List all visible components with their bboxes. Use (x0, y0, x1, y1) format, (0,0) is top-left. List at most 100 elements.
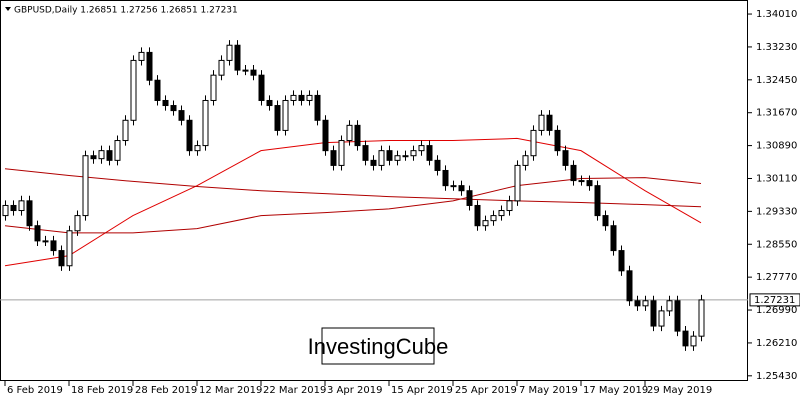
candle-body (466, 190, 473, 206)
moving-average (4, 168, 702, 208)
candle-body (386, 150, 393, 161)
y-tick-label: 1.26990 (756, 305, 797, 316)
candle-body (322, 119, 329, 152)
candle-body (490, 215, 497, 222)
x-tick-label: 22 Mar 2019 (263, 385, 326, 396)
x-tick-label: 7 May 2019 (519, 385, 578, 396)
x-tick-label: 28 Feb 2019 (135, 385, 197, 396)
x-tick-label: 25 Apr 2019 (455, 385, 517, 396)
y-tick-label: 1.26210 (756, 338, 797, 349)
candle-body (114, 140, 121, 161)
candle-body (434, 159, 441, 171)
last-price-label: 1.27231 (754, 295, 795, 306)
candle-body (290, 94, 297, 101)
y-tick-label: 1.32450 (756, 75, 797, 86)
candle-body (402, 155, 409, 158)
candle-body (362, 145, 369, 161)
candle-body (586, 180, 593, 187)
candle-body (498, 210, 505, 217)
candle-body (138, 51, 145, 61)
candle-body (154, 79, 161, 101)
candle-body (130, 59, 137, 121)
candle-body (98, 150, 105, 160)
candle-body (610, 225, 617, 252)
candle-body (106, 150, 113, 161)
candle-body (674, 300, 681, 332)
candle-body (618, 250, 625, 272)
y-tick-label: 1.29330 (756, 206, 797, 217)
candle-body (458, 185, 465, 192)
candle-body (634, 300, 641, 307)
candle-body (82, 155, 89, 217)
candle-body (178, 110, 185, 121)
candle-body (538, 114, 545, 131)
axes: 1.34010 1.33230 1.32450 1.31670 1.30890 1.301… (4, 9, 800, 396)
watermark: InvestingCube (308, 334, 449, 359)
candle-body (578, 180, 585, 183)
y-tick-label: 1.31670 (756, 108, 797, 119)
candle-body (274, 105, 281, 131)
candle-body (698, 299, 705, 337)
candle-body (426, 145, 433, 161)
y-tick-label: 1.30890 (756, 141, 797, 152)
candle-body (202, 99, 209, 147)
candle-body (506, 200, 513, 212)
candle-body (338, 140, 345, 166)
candle-body (602, 215, 609, 227)
candle-body (594, 185, 601, 217)
plot-area (0, 40, 748, 351)
candle-body (666, 300, 673, 312)
candle-body (234, 44, 241, 71)
candle-body (26, 200, 33, 227)
x-tick-label: 29 May 2019 (647, 385, 712, 396)
y-tick-label: 1.30110 (756, 173, 797, 184)
candle-body (394, 155, 401, 161)
x-tick-label: 17 May 2019 (583, 385, 648, 396)
candle-body (410, 150, 417, 157)
candle-body (18, 200, 25, 212)
x-tick-label: 18 Feb 2019 (71, 385, 133, 396)
candle-body (570, 164, 577, 182)
candle-body (242, 69, 249, 72)
candle-body (146, 51, 153, 81)
candle-body (522, 155, 529, 166)
candle-body (258, 74, 265, 101)
candle-body (266, 99, 273, 107)
candle-body (474, 204, 481, 227)
candle-body (210, 74, 217, 101)
candle-body (2, 204, 9, 217)
candle-body (186, 119, 193, 152)
candle-body (418, 145, 425, 152)
candle-body (658, 310, 665, 327)
candle-body (314, 94, 321, 121)
plot-frame (0, 0, 748, 381)
candle-body (514, 164, 521, 202)
candle-body (66, 230, 73, 267)
candle-body (42, 240, 49, 243)
candle-body (226, 44, 233, 61)
candle-body (346, 124, 353, 142)
candle-body (330, 150, 337, 166)
candle-body (34, 225, 41, 242)
candle-body (74, 215, 81, 232)
candle-body (690, 335, 697, 347)
candle-body (50, 240, 57, 252)
candle-body (546, 114, 553, 131)
candle-body (90, 155, 97, 160)
x-tick-label: 6 Feb 2019 (7, 385, 63, 396)
x-tick-label: 15 Apr 2019 (391, 385, 453, 396)
watermark-box (321, 327, 435, 365)
candle-body (250, 69, 257, 76)
candle-body (218, 59, 225, 76)
candle-body (170, 105, 177, 112)
candle-body (122, 119, 129, 142)
candle-body (554, 129, 561, 152)
candle-body (306, 94, 313, 101)
candle-body (642, 300, 649, 307)
candle-body (370, 159, 377, 166)
candle-body (450, 185, 457, 188)
x-tick-label: 12 Mar 2019 (199, 385, 262, 396)
candle-body (354, 124, 361, 147)
candle-body (650, 300, 657, 327)
